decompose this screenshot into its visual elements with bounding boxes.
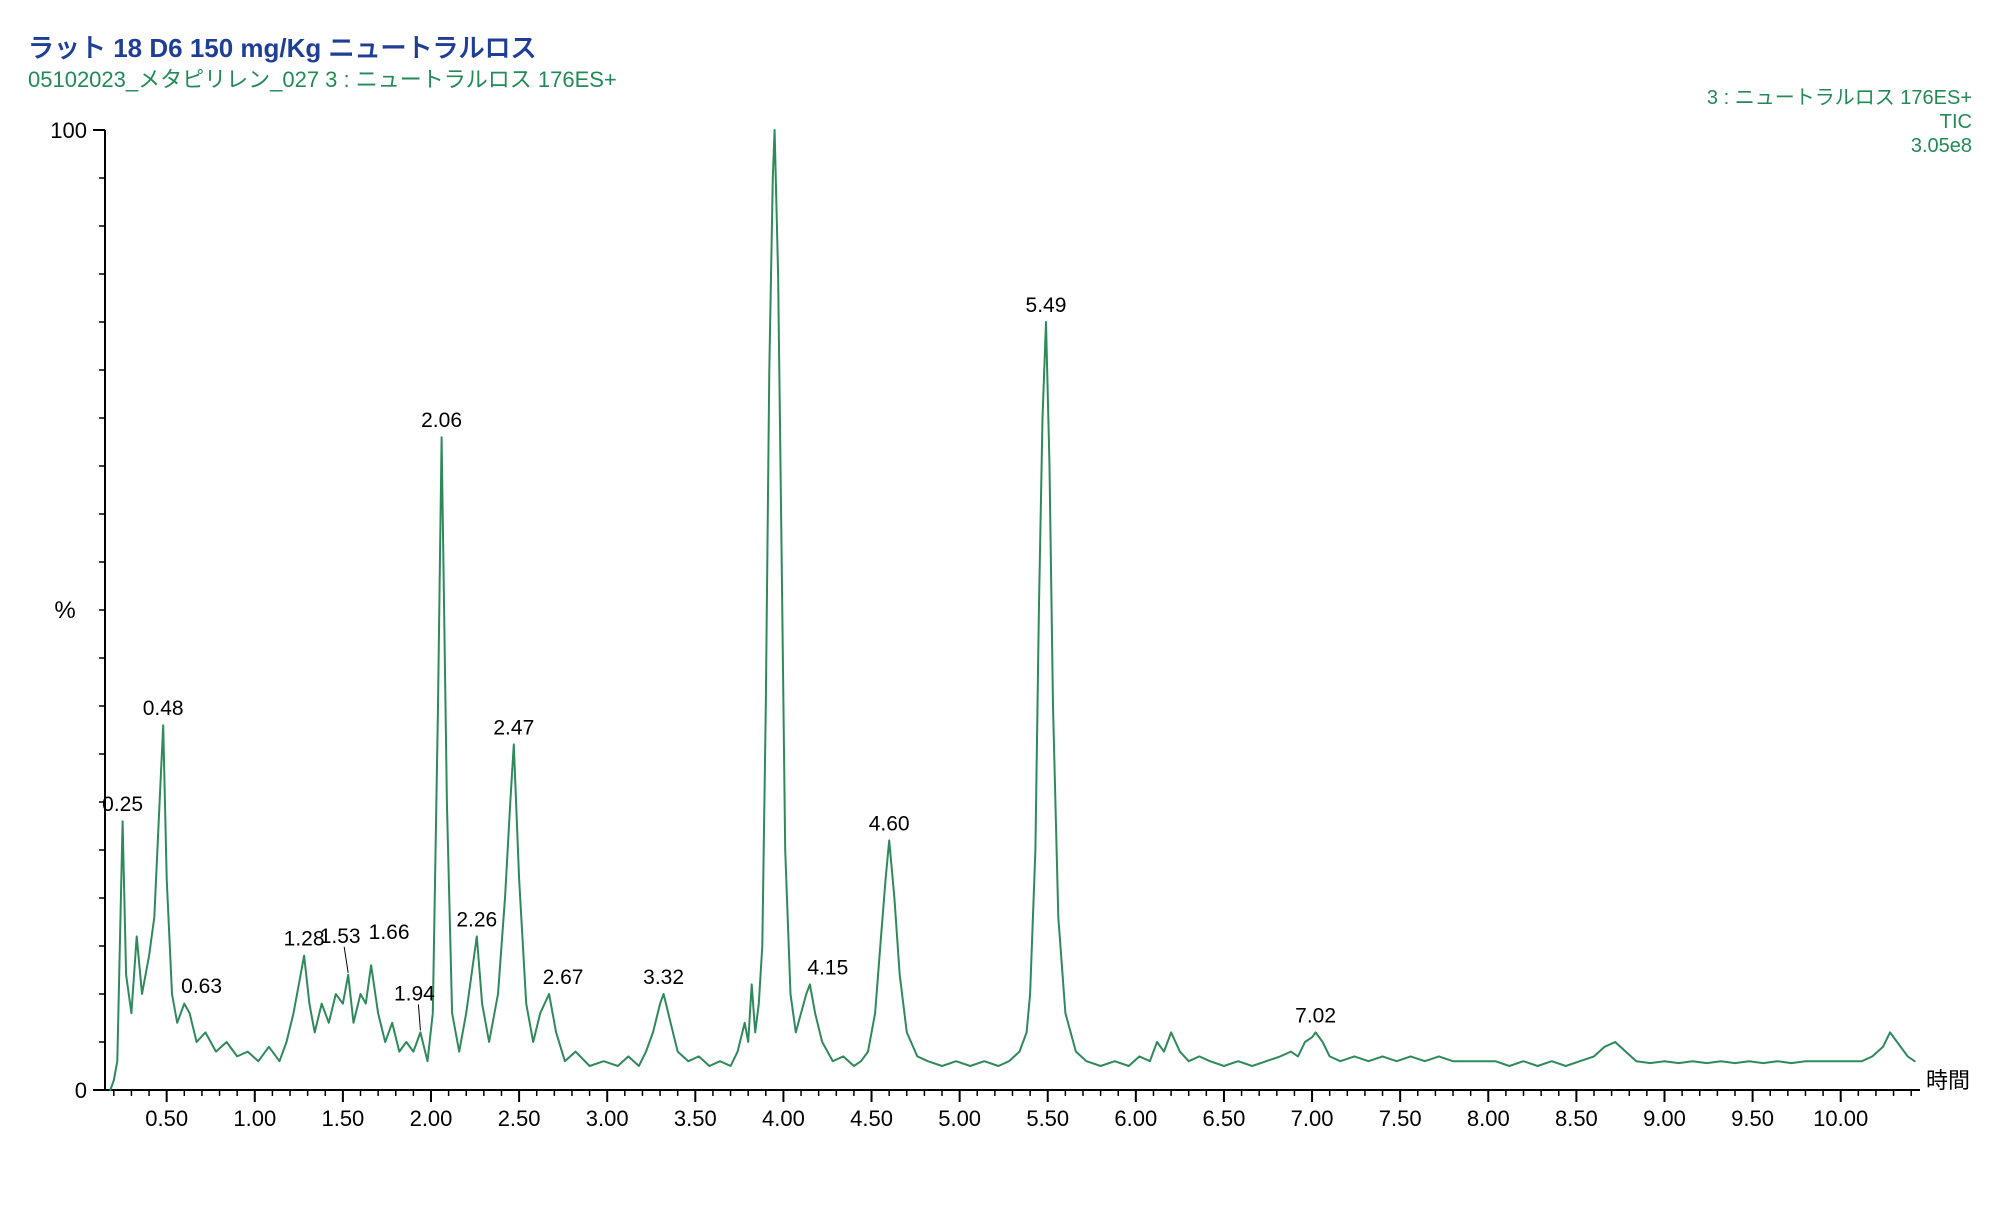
chromatogram-svg: 0 100% 0.50 1.00 1.50 2.00 2.50 3.00 3.50 4.00 4.5… <box>50 120 1970 1145</box>
svg-text:2.67: 2.67 <box>543 966 584 989</box>
svg-text:2.26: 2.26 <box>456 908 497 931</box>
chromatogram-container: ラット 18 D6 150 mg/Kg ニュートラルロス 05102023_メタ… <box>0 0 2000 1205</box>
chart-subtitle: 05102023_メタピリレン_027 3 : ニュートラルロス 176ES+ <box>28 62 617 94</box>
svg-text:2.47: 2.47 <box>493 716 534 739</box>
svg-text:6.50: 6.50 <box>1203 1106 1246 1131</box>
svg-text:8.50: 8.50 <box>1555 1106 1598 1131</box>
chart-area: 0 100% 0.50 1.00 1.50 2.00 2.50 3.00 3.50 4.00 4.5… <box>50 120 1970 1145</box>
svg-text:0.50: 0.50 <box>145 1106 188 1131</box>
svg-text:2.00: 2.00 <box>410 1106 453 1131</box>
svg-text:1.50: 1.50 <box>321 1106 364 1131</box>
svg-text:5.50: 5.50 <box>1026 1106 1069 1131</box>
svg-text:5.49: 5.49 <box>1026 294 1067 317</box>
svg-text:1.94: 1.94 <box>394 982 435 1005</box>
svg-text:3.50: 3.50 <box>674 1106 717 1131</box>
svg-text:4.00: 4.00 <box>762 1106 805 1131</box>
svg-text:2.50: 2.50 <box>498 1106 541 1131</box>
svg-text:9.50: 9.50 <box>1731 1106 1774 1131</box>
svg-text:0.48: 0.48 <box>143 697 184 720</box>
svg-text:4.15: 4.15 <box>807 956 848 979</box>
svg-text:1.66: 1.66 <box>369 921 410 944</box>
svg-text:6.00: 6.00 <box>1114 1106 1157 1131</box>
svg-text:1.28: 1.28 <box>284 928 325 951</box>
meta-scan: 3 : ニュートラルロス 176ES+ <box>1707 86 1972 110</box>
svg-text:0.25: 0.25 <box>102 793 143 816</box>
svg-text:3.00: 3.00 <box>586 1106 629 1131</box>
svg-text:7.50: 7.50 <box>1379 1106 1422 1131</box>
svg-text:%: % <box>54 597 75 624</box>
svg-text:0: 0 <box>75 1078 87 1103</box>
svg-text:2.06: 2.06 <box>421 409 462 432</box>
svg-text:7.00: 7.00 <box>1291 1106 1334 1131</box>
svg-text:3.32: 3.32 <box>643 966 684 989</box>
svg-text:4.50: 4.50 <box>850 1106 893 1131</box>
chart-title: ラット 18 D6 150 mg/Kg ニュートラルロス <box>28 28 537 65</box>
svg-text:1.00: 1.00 <box>233 1106 276 1131</box>
svg-text:0.63: 0.63 <box>181 975 222 998</box>
svg-text:1.53: 1.53 <box>320 925 361 948</box>
svg-text:7.02: 7.02 <box>1295 1004 1336 1027</box>
svg-text:5.00: 5.00 <box>938 1106 981 1131</box>
svg-text:時間: 時間 <box>1926 1068 1970 1093</box>
svg-text:10.00: 10.00 <box>1813 1106 1868 1131</box>
svg-text:8.00: 8.00 <box>1467 1106 1510 1131</box>
svg-text:100: 100 <box>50 120 87 143</box>
svg-text:4.60: 4.60 <box>869 812 910 835</box>
svg-text:9.00: 9.00 <box>1643 1106 1686 1131</box>
svg-text:3.95: 3.95 <box>754 120 795 125</box>
